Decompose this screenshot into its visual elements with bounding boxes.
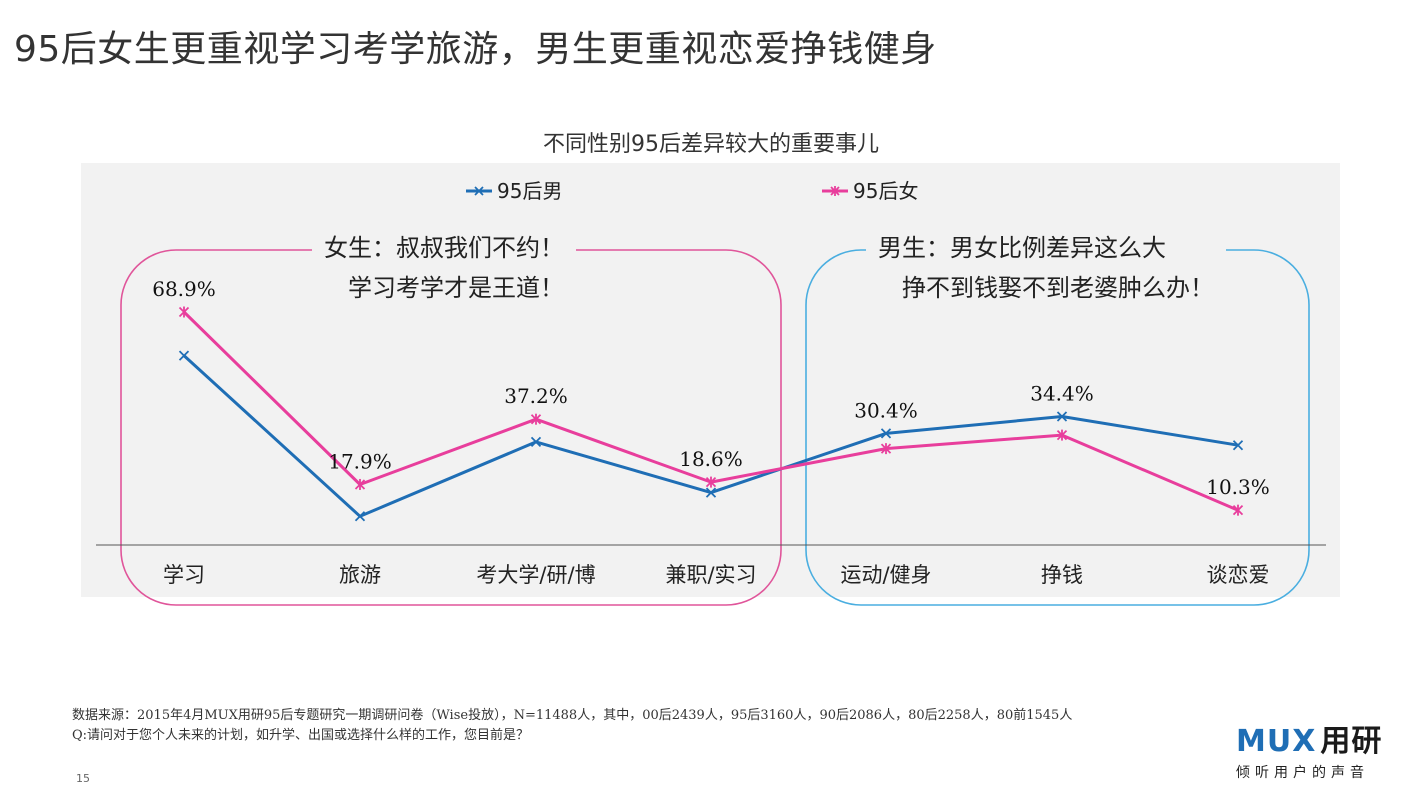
data-point-male bbox=[530, 436, 542, 447]
x-tick-label: 兼职/实习 bbox=[665, 563, 756, 587]
data-point-female bbox=[880, 443, 892, 455]
data-point-female bbox=[1232, 504, 1244, 516]
question-text: Q:请问对于您个人未来的计划，如升学、出国或选择什么样的工作，您目前是？ bbox=[72, 728, 530, 743]
page-title: 95后女生更重视学习考学旅游，男生更重视恋爱挣钱健身 bbox=[14, 29, 937, 70]
data-point-female bbox=[705, 476, 717, 488]
data-point-male bbox=[1056, 411, 1068, 422]
data-point-male bbox=[1232, 440, 1244, 451]
x-tick-label: 挣钱 bbox=[1041, 563, 1083, 587]
callout-male-line-2: 挣不到钱娶不到老婆肿么办！ bbox=[902, 274, 1214, 302]
brand-logo: MUX 用研 bbox=[1236, 724, 1396, 760]
callout-female: 女生：叔叔我们不约！ 学习考学才是王道！ bbox=[312, 228, 576, 308]
callout-female-line-2: 学习考学才是王道！ bbox=[348, 274, 564, 302]
data-label: 18.6% bbox=[679, 447, 743, 471]
x-tick-label: 旅游 bbox=[339, 563, 381, 587]
legend-marker bbox=[474, 186, 484, 196]
brand-logo-cn: 用研 bbox=[1320, 724, 1383, 759]
legend-label: 95后女 bbox=[853, 179, 918, 203]
data-point-male bbox=[705, 487, 717, 498]
data-point-female bbox=[178, 306, 190, 318]
data-label: 10.3% bbox=[1206, 475, 1270, 499]
data-label: 34.4% bbox=[1030, 382, 1094, 406]
x-tick-label: 学习 bbox=[163, 563, 205, 587]
x-tick-label: 考大学/研/博 bbox=[476, 563, 595, 587]
chart-title: 不同性别95后差异较大的重要事儿 bbox=[543, 132, 879, 157]
data-point-male bbox=[880, 428, 892, 439]
callout-male-line-1: 男生：男女比例差异这么大 bbox=[878, 234, 1166, 262]
brand-logo-latin: MUX bbox=[1236, 724, 1317, 759]
data-point-female bbox=[1056, 429, 1068, 441]
data-point-male bbox=[354, 511, 366, 522]
data-label: 30.4% bbox=[854, 398, 918, 422]
brand-block: MUX 用研 倾听用户的声音 bbox=[1236, 724, 1396, 788]
data-label: 37.2% bbox=[504, 384, 568, 408]
data-point-male bbox=[178, 350, 190, 361]
data-source-note: 数据来源：2015年4月MUX用研95后专题研究一期调研问卷（Wise投放），N… bbox=[72, 706, 1072, 746]
x-tick-label: 谈恋爱 bbox=[1207, 563, 1270, 587]
callout-male: 男生：男女比例差异这么大 挣不到钱娶不到老婆肿么办！ bbox=[866, 228, 1226, 308]
data-point-female bbox=[530, 413, 542, 425]
data-label: 17.9% bbox=[328, 450, 392, 474]
source-text: 数据来源：2015年4月MUX用研95后专题研究一期调研问卷（Wise投放），N… bbox=[72, 708, 1073, 723]
page-number: 15 bbox=[76, 772, 90, 785]
data-point-female bbox=[354, 478, 366, 490]
brand-slogan: 倾听用户的声音 bbox=[1236, 765, 1369, 781]
callout-female-line-1: 女生：叔叔我们不约！ bbox=[324, 234, 564, 262]
x-tick-label: 运动/健身 bbox=[840, 563, 931, 587]
legend-label: 95后男 bbox=[497, 179, 562, 203]
data-label: 68.9% bbox=[152, 277, 216, 301]
